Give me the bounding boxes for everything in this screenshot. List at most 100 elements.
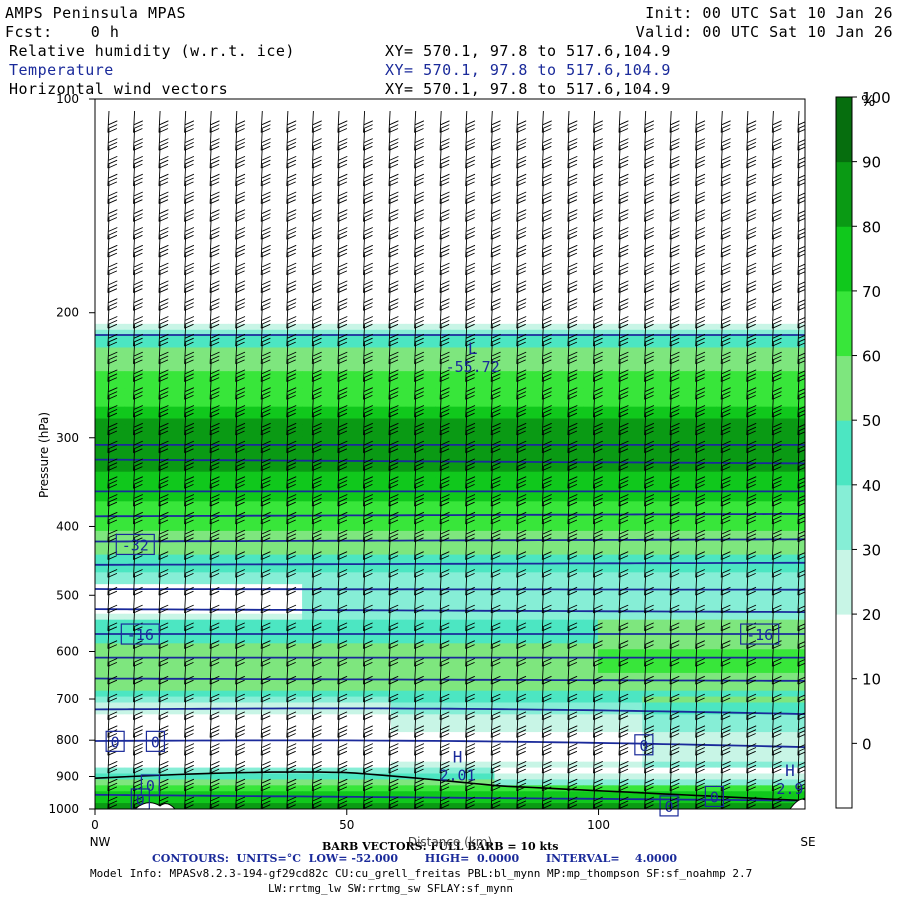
- rh-cell: [627, 158, 643, 165]
- rh-cell: [272, 329, 288, 337]
- rh-cell: [316, 270, 333, 278]
- rh-cell: [154, 530, 170, 538]
- rh-cell: [671, 288, 688, 295]
- rh-cell: [154, 282, 170, 289]
- rh-cell: [523, 566, 540, 573]
- rh-cell: [583, 637, 599, 644]
- rh-cell: [583, 335, 599, 343]
- rh-cell: [523, 229, 540, 236]
- rh-cell: [494, 678, 510, 686]
- rh-cell: [168, 436, 185, 443]
- rh-cell: [376, 365, 392, 372]
- rh-cell: [213, 377, 229, 384]
- rh-cell: [627, 252, 643, 260]
- rh-cell: [435, 578, 451, 585]
- rh-cell: [272, 394, 288, 402]
- rh-cell: [538, 578, 555, 585]
- rh-cell: [287, 193, 303, 201]
- rh-cell: [745, 489, 762, 497]
- rh-cell: [109, 140, 126, 147]
- rh-cell: [109, 572, 126, 579]
- rh-cell: [642, 205, 658, 213]
- rh-cell: [450, 548, 466, 556]
- rh-cell: [716, 110, 732, 118]
- rh-cell: [183, 477, 200, 485]
- rh-cell: [405, 110, 422, 118]
- rh-cell: [242, 288, 259, 295]
- rh-cell: [553, 116, 569, 124]
- rh-cell: [257, 205, 274, 213]
- rh-cell: [479, 152, 495, 159]
- rh-cell: [686, 684, 703, 692]
- rh-cell: [183, 454, 200, 461]
- rh-cell: [597, 211, 614, 218]
- rh-cell: [509, 542, 525, 550]
- rh-cell: [479, 170, 495, 177]
- rh-cell: [109, 258, 126, 266]
- rh-cell: [538, 110, 555, 118]
- rh-cell: [316, 329, 333, 337]
- rh-cell: [450, 270, 466, 278]
- rh-cell: [450, 542, 466, 550]
- rh-cell: [168, 104, 185, 112]
- rh-cell: [745, 436, 762, 443]
- rh-cell: [257, 264, 274, 272]
- rh-cell: [450, 661, 466, 668]
- rh-cell: [494, 619, 510, 627]
- rh-cell: [701, 436, 717, 443]
- rh-cell: [597, 400, 614, 408]
- rh-cell: [420, 282, 436, 289]
- rh-cell: [287, 235, 303, 242]
- rh-cell: [346, 388, 362, 396]
- rh-cell: [731, 146, 747, 153]
- rh-cell: [420, 684, 436, 692]
- rh-cell: [657, 542, 673, 550]
- rh-cell: [361, 276, 377, 284]
- rh-cell: [642, 211, 658, 218]
- rh-cell: [420, 530, 436, 538]
- rh-cell: [494, 317, 510, 325]
- rh-cell: [671, 601, 688, 609]
- rh-cell: [538, 217, 555, 224]
- rh-cell: [597, 483, 614, 491]
- rh-cell: [494, 193, 510, 201]
- rh-cell: [287, 501, 303, 508]
- rh-cell: [376, 513, 392, 520]
- rh-cell: [716, 140, 732, 147]
- rh-cell: [597, 383, 614, 390]
- rh-cell: [686, 347, 703, 355]
- rh-cell: [390, 448, 407, 455]
- rh-cell: [627, 448, 643, 455]
- rh-cell: [731, 270, 747, 278]
- rh-cell: [597, 584, 614, 591]
- rh-cell: [257, 566, 274, 573]
- rh-cell: [716, 696, 732, 704]
- rh-cell: [316, 264, 333, 272]
- rh-cell: [553, 637, 569, 644]
- rh-cell: [671, 140, 688, 147]
- rh-cell: [168, 412, 185, 420]
- rh-cell: [331, 317, 348, 325]
- rh-cell: [95, 199, 111, 207]
- rh-cell: [686, 649, 703, 656]
- rh-cell: [390, 323, 407, 331]
- rh-cell: [494, 300, 510, 307]
- rh-cell: [390, 152, 407, 159]
- rh-cell: [213, 323, 229, 331]
- rh-cell: [450, 193, 466, 201]
- rh-cell: [775, 601, 791, 609]
- rh-cell: [790, 548, 805, 556]
- rh-cell: [213, 625, 229, 633]
- rh-cell: [538, 667, 555, 674]
- rh-cell: [435, 418, 451, 426]
- rh-cell: [168, 335, 185, 343]
- rh-cell: [420, 394, 436, 402]
- rh-cell: [657, 619, 673, 627]
- rh-cell: [361, 205, 377, 213]
- rh-cell: [302, 383, 318, 390]
- rh-cell: [154, 507, 170, 514]
- rh-cell: [553, 625, 569, 633]
- rh-cell: [450, 170, 466, 177]
- rh-cell: [494, 140, 510, 147]
- rh-cell: [671, 637, 688, 644]
